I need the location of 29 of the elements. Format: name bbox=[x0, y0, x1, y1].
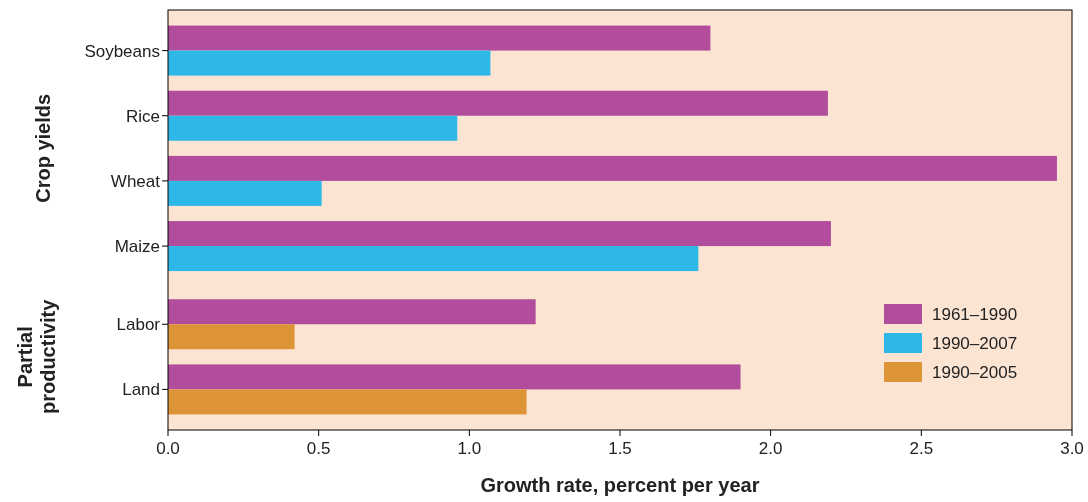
x-tick-label: 1.0 bbox=[457, 439, 482, 458]
bar bbox=[168, 50, 491, 76]
y-tick-label: Soybeans bbox=[84, 41, 160, 61]
bar bbox=[168, 221, 831, 247]
bar bbox=[168, 115, 458, 141]
bar bbox=[168, 180, 322, 206]
bar bbox=[168, 324, 295, 350]
bar bbox=[168, 155, 1057, 181]
y-tick-label: Maize bbox=[114, 237, 160, 257]
x-tick-label: 1.5 bbox=[608, 439, 632, 458]
text: Crop yields bbox=[32, 93, 54, 203]
legend-label: 1961–1990 bbox=[932, 305, 1018, 324]
x-tick-label: 2.0 bbox=[758, 439, 783, 458]
text: Partial productivity bbox=[14, 298, 59, 415]
y-tick-label: Rice bbox=[125, 106, 160, 126]
x-tick-label: 0.0 bbox=[156, 439, 180, 458]
x-axis-title: Growth rate, percent per year bbox=[480, 474, 760, 496]
legend-label: 1990–2005 bbox=[932, 363, 1018, 382]
x-tick-label: 2.5 bbox=[909, 439, 934, 458]
x-tick-label: 3.0 bbox=[1060, 439, 1084, 458]
y-tick-label: Wheat bbox=[110, 171, 161, 191]
legend-label: 1990–2007 bbox=[932, 334, 1018, 353]
bar bbox=[168, 25, 711, 51]
y-tick-label: Labor bbox=[116, 315, 161, 335]
bar bbox=[168, 389, 527, 415]
x-tick-label: 0.5 bbox=[306, 439, 331, 458]
bar bbox=[168, 90, 828, 116]
bar bbox=[168, 246, 699, 272]
y-tick-label: Land bbox=[122, 380, 160, 400]
